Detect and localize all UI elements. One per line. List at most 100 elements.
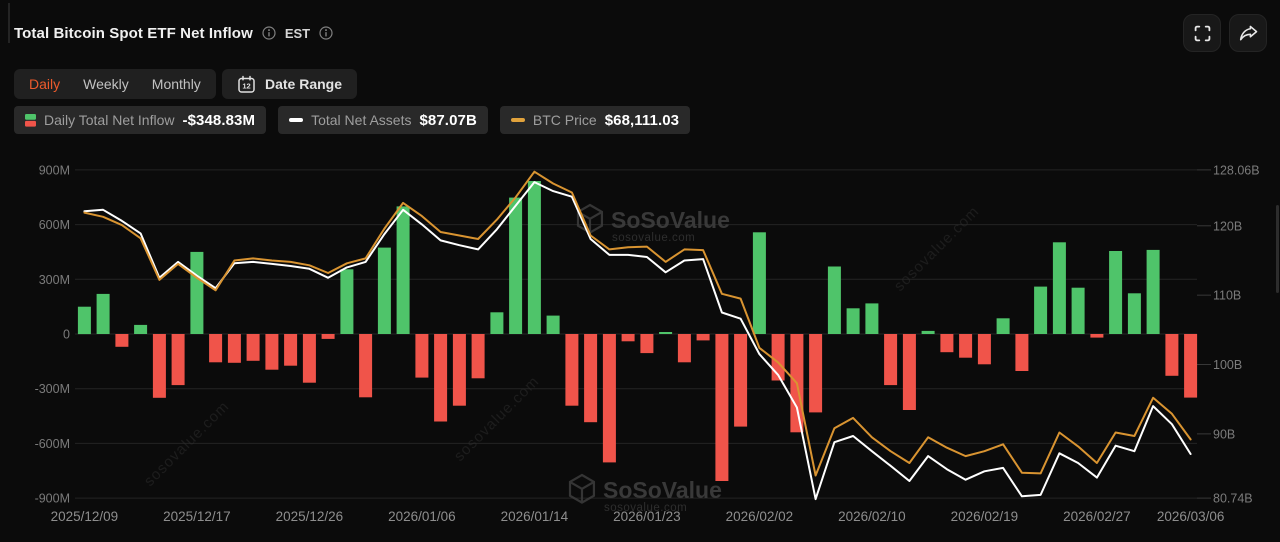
fullscreen-button[interactable]	[1183, 14, 1221, 52]
inflow-bar-positive[interactable]	[190, 251, 204, 334]
x-tick-label: 2026/01/14	[501, 509, 569, 524]
tab-weekly[interactable]: Weekly	[83, 76, 129, 92]
inflow-bar-positive[interactable]	[1052, 242, 1066, 334]
inflow-bar-negative[interactable]	[696, 334, 710, 341]
info-icon[interactable]	[262, 26, 276, 40]
share-button[interactable]	[1229, 14, 1267, 52]
x-tick-label: 2026/01/23	[613, 509, 681, 524]
inflow-bar-negative[interactable]	[1165, 334, 1179, 376]
inflow-bar-negative[interactable]	[902, 334, 916, 410]
legend-value: $87.07B	[419, 111, 477, 129]
inflow-bar-positive[interactable]	[509, 197, 523, 334]
inflow-bar-negative[interactable]	[715, 334, 729, 481]
inflow-bar-negative[interactable]	[265, 334, 279, 370]
tab-daily[interactable]: Daily	[29, 76, 61, 92]
inflow-bar-negative[interactable]	[415, 334, 429, 378]
legend-item-btc-price[interactable]: BTC Price $68,111.03	[499, 106, 691, 134]
legend-label: Daily Total Net Inflow	[44, 112, 175, 128]
inflow-bar-negative[interactable]	[171, 334, 185, 386]
inflow-bar-positive[interactable]	[377, 247, 391, 334]
inflow-bar-negative[interactable]	[246, 334, 260, 361]
inflow-bar-negative[interactable]	[152, 334, 166, 398]
info-icon[interactable]	[319, 26, 333, 40]
legend-label: Total Net Assets	[311, 112, 412, 128]
inflow-bar-negative[interactable]	[452, 334, 466, 406]
inflow-bar-negative[interactable]	[115, 334, 129, 347]
inflow-bar-positive[interactable]	[1034, 286, 1048, 334]
inflow-bar-negative[interactable]	[584, 334, 598, 423]
right-axis-label: 80.74B	[1213, 492, 1253, 506]
date-range-button[interactable]: 12 Date Range	[222, 69, 358, 99]
inflow-bar-negative[interactable]	[809, 334, 823, 413]
inflow-bar-negative[interactable]	[434, 334, 448, 422]
inflow-bar-positive[interactable]	[996, 318, 1010, 334]
inflow-bar-positive[interactable]	[1146, 249, 1160, 334]
inflow-bar-negative[interactable]	[677, 334, 691, 363]
inflow-bar-negative[interactable]	[302, 334, 316, 383]
inflow-bar-negative[interactable]	[227, 334, 241, 363]
scrollbar-thumb[interactable]	[1276, 205, 1279, 293]
legend-label: BTC Price	[532, 112, 597, 128]
x-tick-label: 2026/02/27	[1063, 509, 1131, 524]
inflow-bar-positive[interactable]	[752, 232, 766, 334]
inflow-bar-negative[interactable]	[602, 334, 616, 463]
inflow-bar-negative[interactable]	[1015, 334, 1029, 371]
inflow-bar-positive[interactable]	[396, 206, 410, 334]
inflow-bar-positive[interactable]	[77, 306, 91, 335]
inflow-bar-positive[interactable]	[134, 324, 148, 334]
inflow-bar-positive[interactable]	[921, 330, 935, 334]
total-net-assets-line[interactable]	[83, 181, 1192, 501]
legend-item-daily-net-inflow[interactable]: Daily Total Net Inflow -$348.83M	[14, 106, 267, 134]
inflow-bar-negative[interactable]	[734, 334, 748, 427]
inflow-bar-positive[interactable]	[1071, 287, 1085, 334]
watermark-domain: sosovalue.com	[604, 502, 687, 514]
left-axis-label: 300M	[39, 273, 70, 287]
inflow-bar-negative[interactable]	[884, 334, 898, 386]
inflow-bar-negative[interactable]	[209, 334, 223, 363]
inflow-bar-positive[interactable]	[865, 303, 879, 334]
btc-price-line[interactable]	[83, 170, 1192, 477]
inflow-bars-icon	[25, 113, 36, 127]
inflow-bar-negative[interactable]	[621, 334, 635, 342]
left-edge-divider	[8, 3, 10, 43]
watermark-name: SoSoValue	[603, 477, 722, 503]
inflow-bar-negative[interactable]	[565, 334, 579, 406]
x-tick-label: 2026/02/10	[838, 509, 906, 524]
right-axis-label: 90B	[1213, 427, 1235, 441]
inflow-bar-negative[interactable]	[771, 334, 785, 381]
timezone-label: EST	[284, 25, 311, 41]
inflow-bar-positive[interactable]	[527, 181, 541, 334]
sosovalue-cube-icon	[568, 473, 596, 504]
inflow-bar-negative[interactable]	[1184, 334, 1198, 398]
inflow-bar-positive[interactable]	[846, 308, 860, 334]
inflow-bar-negative[interactable]	[977, 334, 991, 365]
inflow-bar-negative[interactable]	[471, 334, 485, 379]
inflow-bar-negative[interactable]	[321, 334, 335, 339]
x-tick-label: 2026/02/02	[726, 509, 794, 524]
inflow-bar-positive[interactable]	[827, 266, 841, 335]
share-icon	[1239, 25, 1258, 42]
inflow-bar-positive[interactable]	[659, 332, 673, 334]
right-axis-label: 110B	[1213, 289, 1241, 303]
orange-dash-icon	[510, 118, 525, 122]
inflow-bar-positive[interactable]	[490, 312, 504, 334]
inflow-bar-negative[interactable]	[1090, 334, 1104, 338]
tab-monthly[interactable]: Monthly	[151, 76, 201, 92]
inflow-bar-negative[interactable]	[640, 334, 654, 354]
inflow-bar-negative[interactable]	[959, 334, 973, 358]
inflow-bar-positive[interactable]	[1109, 251, 1123, 334]
legend-value: -$348.83M	[182, 111, 256, 129]
inflow-bar-positive[interactable]	[96, 293, 110, 334]
inflow-bar-negative[interactable]	[359, 334, 373, 398]
inflow-bar-negative[interactable]	[284, 334, 298, 366]
inflow-bar-positive[interactable]	[1127, 293, 1141, 334]
x-tick-label: 2025/12/17	[163, 509, 231, 524]
legend-item-total-net-assets[interactable]: Total Net Assets $87.07B	[278, 106, 488, 134]
inflow-bar-negative[interactable]	[940, 334, 954, 353]
inflow-bar-positive[interactable]	[546, 315, 560, 334]
inflow-bar-positive[interactable]	[340, 269, 354, 334]
chart-legend: Daily Total Net Inflow -$348.83M Total N…	[14, 106, 691, 134]
